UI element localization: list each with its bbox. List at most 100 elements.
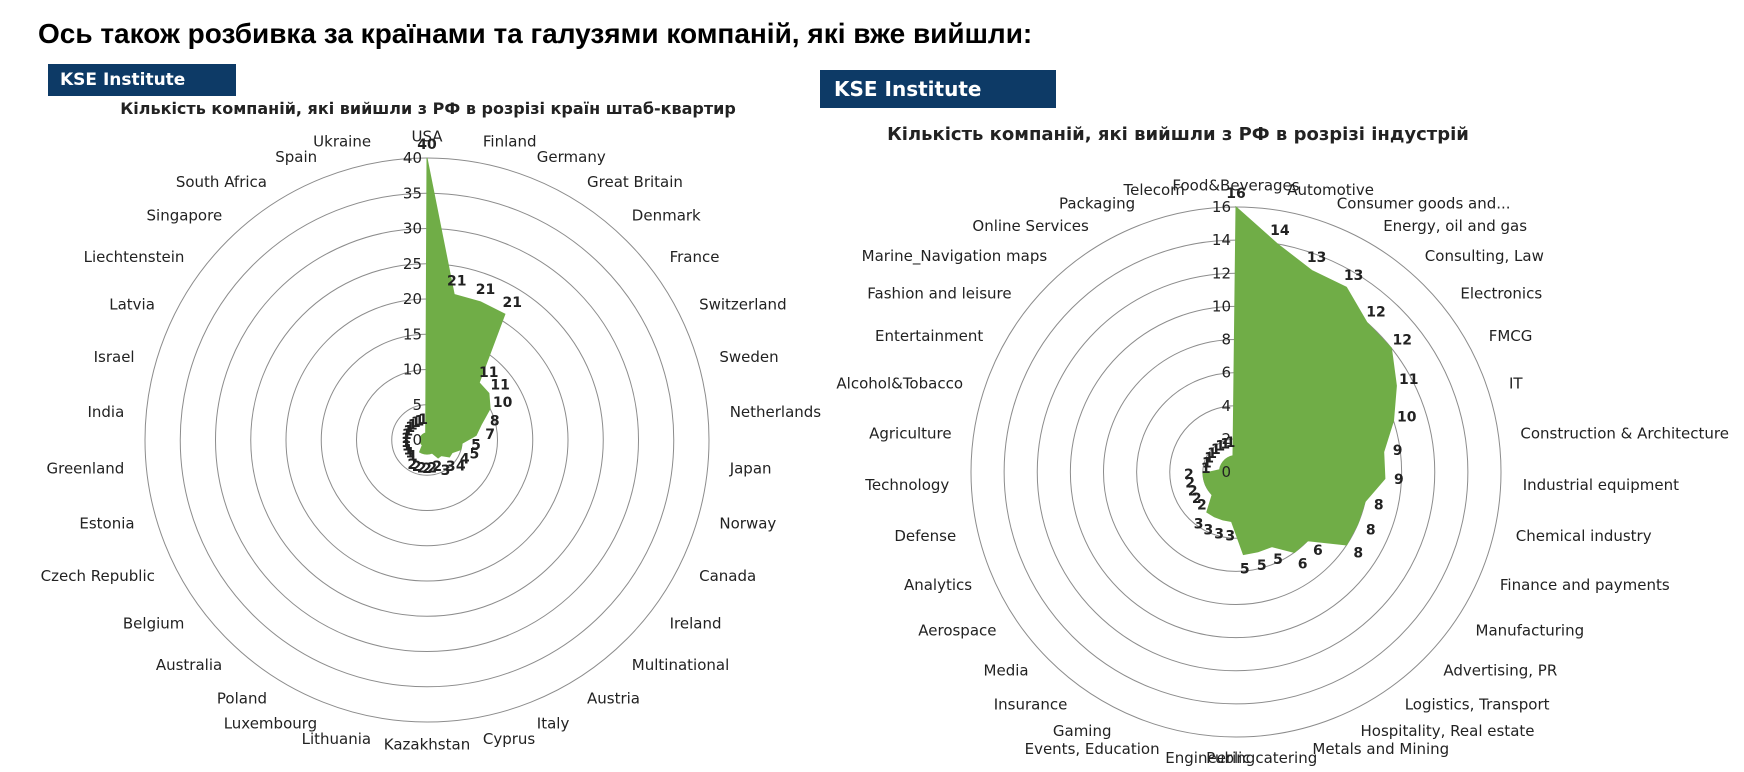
data-area <box>1202 205 1397 556</box>
category-label: Italy <box>537 715 570 733</box>
r-tick-label: 0 <box>1221 463 1231 481</box>
category-label: Multinational <box>632 656 729 674</box>
category-label: Spain <box>275 148 317 166</box>
grid-ring <box>1069 305 1403 639</box>
category-label: Public catering <box>1206 749 1317 767</box>
data-value-label: 1 <box>411 415 421 431</box>
category-label: Sweden <box>719 348 778 366</box>
data-value-label: 13 <box>1344 268 1363 284</box>
category-label: Hospitality, Real estate <box>1361 722 1535 740</box>
category-label: Insurance <box>994 695 1068 713</box>
data-value-label: 21 <box>503 295 522 311</box>
data-value-label: 12 <box>1393 332 1412 348</box>
data-value-label: 3 <box>1214 526 1224 542</box>
category-label: Australia <box>156 656 222 674</box>
category-label: Norway <box>719 514 776 532</box>
r-tick-label: 20 <box>403 290 422 308</box>
category-label: Fashion and leisure <box>867 284 1011 302</box>
data-value-label: 6 <box>1313 543 1323 559</box>
data-value-label: 3 <box>1204 522 1214 538</box>
data-value-label: 11 <box>1399 372 1418 388</box>
category-label: Marine_Navigation maps <box>862 247 1048 266</box>
data-value-label: 16 <box>1226 186 1245 202</box>
r-tick-label: 35 <box>403 184 422 202</box>
category-label: France <box>670 248 720 266</box>
category-label: Food&Beverages <box>1172 176 1299 194</box>
data-value-label: 4 <box>456 458 466 474</box>
category-label: Energy, oil and gas <box>1383 217 1527 235</box>
data-value-label: 40 <box>417 137 437 153</box>
data-value-label: 1 <box>1220 436 1230 452</box>
data-value-label: 5 <box>1240 561 1250 577</box>
data-value-label: 1 <box>1226 435 1236 451</box>
category-label: Agriculture <box>869 425 952 443</box>
category-label: Telecom <box>1123 181 1185 199</box>
data-value-label: 1 <box>1201 461 1211 477</box>
data-value-label: 5 <box>1273 552 1283 568</box>
data-value-label: 1 <box>1207 446 1217 462</box>
data-value-label: 1 <box>403 424 413 440</box>
category-label: Finance and payments <box>1500 576 1670 594</box>
category-label: Engineering <box>1165 749 1255 767</box>
data-value-label: 9 <box>1394 472 1404 488</box>
grid-ring <box>1103 339 1369 605</box>
page-heading: Ось також розбивка за країнами та галузя… <box>38 18 1033 49</box>
chart-title: Кількість компаній, які вийшли з РФ в ро… <box>120 99 736 118</box>
category-label: Aerospace <box>918 621 996 639</box>
data-value-label: 3 <box>1225 528 1235 544</box>
data-area <box>418 157 506 459</box>
data-value-label: 1 <box>402 439 412 455</box>
data-value-label: 1 <box>408 417 418 433</box>
category-label: Lithuania <box>302 730 371 748</box>
category-label: Finland <box>483 132 537 150</box>
data-value-label: 5 <box>1257 558 1267 574</box>
category-label: Great Britain <box>587 173 683 191</box>
data-value-label: 1 <box>402 427 412 443</box>
data-value-label: 7 <box>485 427 495 443</box>
r-tick-label: 16 <box>1212 198 1231 216</box>
category-label: Technology <box>864 476 949 494</box>
category-label: Belgium <box>123 615 185 633</box>
radar-chart-countries: Кількість компаній, які вийшли з РФ в ро… <box>41 99 822 753</box>
r-tick-label: 4 <box>1221 397 1231 415</box>
grid-ring <box>970 206 1502 738</box>
data-value-label: 1 <box>1202 456 1212 472</box>
category-label: IT <box>1509 375 1523 393</box>
data-value-label: 5 <box>471 437 481 453</box>
category-label: Israel <box>94 348 135 366</box>
data-value-label: 11 <box>490 378 509 394</box>
data-value-label: 2 <box>427 461 437 477</box>
data-value-label: 9 <box>1393 443 1403 459</box>
category-label: Estonia <box>79 514 134 532</box>
category-label: Switzerland <box>699 296 787 314</box>
r-tick-label: 12 <box>1212 264 1231 282</box>
category-label: Greenland <box>46 459 124 477</box>
category-label: Netherlands <box>730 403 822 421</box>
grid-ring <box>1003 239 1469 705</box>
category-label: Latvia <box>109 296 155 314</box>
category-label: Metals and Mining <box>1312 740 1449 758</box>
category-label: Entertainment <box>875 327 983 345</box>
data-value-label: 1 <box>1215 439 1225 455</box>
kse-institute-logo-left: KSE Institute <box>48 64 236 96</box>
category-label: South Africa <box>176 173 267 191</box>
data-value-label: 2 <box>1188 483 1198 499</box>
category-label: Online Services <box>972 217 1089 235</box>
data-value-label: 1 <box>418 412 428 428</box>
category-label: Japan <box>729 459 772 477</box>
category-label: Consulting, Law <box>1425 247 1544 265</box>
category-label: Manufacturing <box>1476 621 1585 639</box>
data-value-label: 3 <box>1194 516 1204 532</box>
data-value-label: 1 <box>1204 450 1214 466</box>
category-label: Singapore <box>147 207 223 225</box>
category-label: FMCG <box>1489 327 1533 345</box>
data-value-label: 5 <box>470 446 480 462</box>
data-value-label: 2 <box>432 459 442 475</box>
r-tick-label: 8 <box>1221 331 1231 349</box>
r-tick-label: 14 <box>1212 231 1231 249</box>
category-label: Poland <box>217 690 267 708</box>
category-label: Cyprus <box>483 730 536 748</box>
category-label: Construction & Architecture <box>1520 425 1729 443</box>
category-label: USA <box>411 127 443 145</box>
r-tick-label: 40 <box>403 149 422 167</box>
